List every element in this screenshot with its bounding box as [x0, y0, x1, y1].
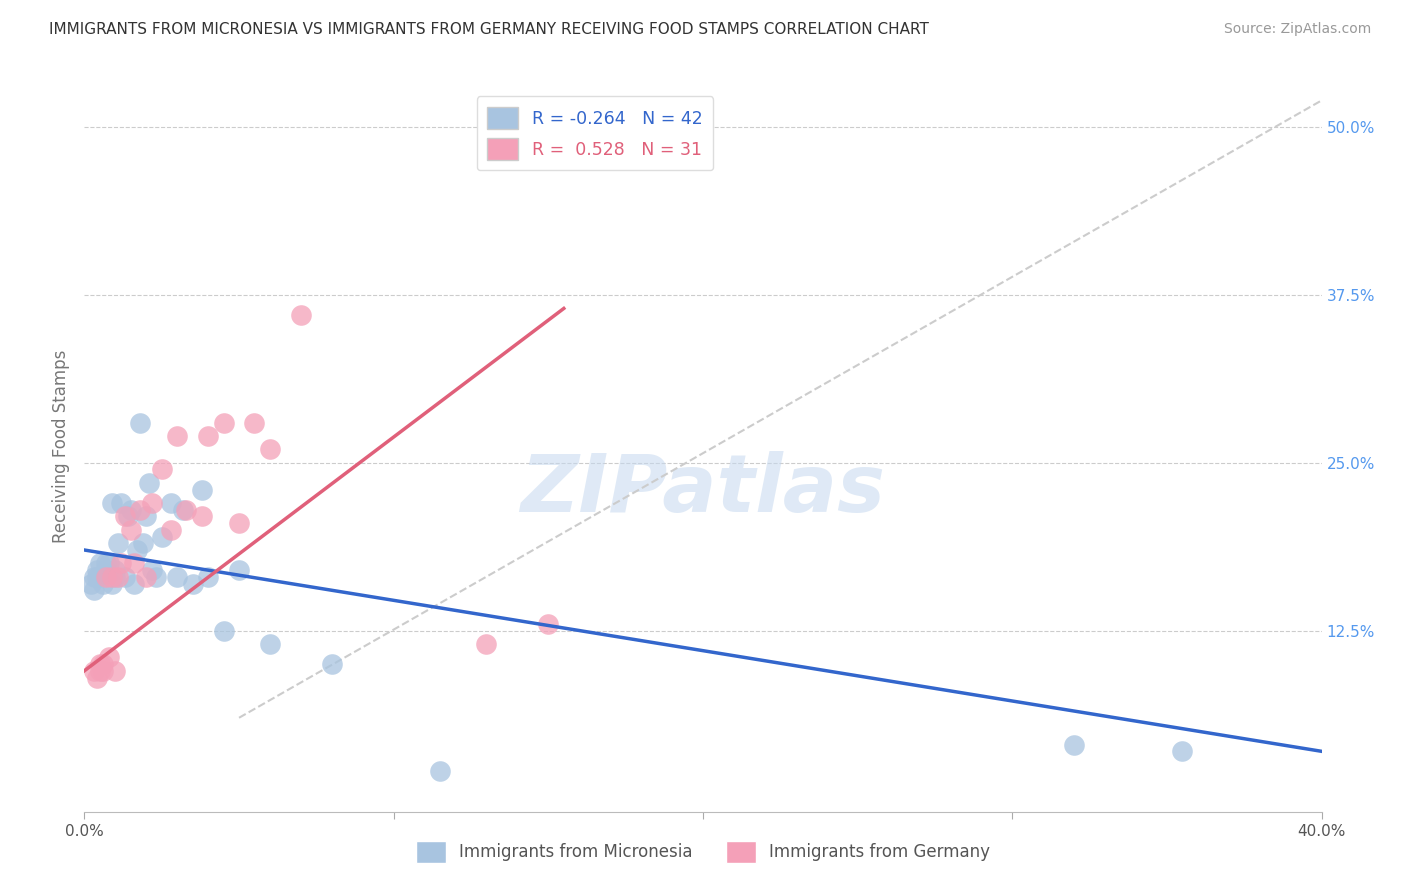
Point — [83, 664, 105, 678]
Point — [104, 664, 127, 678]
Point — [91, 657, 114, 671]
Point — [176, 502, 198, 516]
Point — [166, 570, 188, 584]
Y-axis label: Receiving Food Stamps: Receiving Food Stamps — [52, 350, 70, 542]
Point — [91, 576, 114, 591]
Point — [197, 429, 219, 443]
Point — [129, 502, 152, 516]
Point — [138, 475, 160, 490]
Point — [321, 657, 343, 671]
Point — [83, 570, 105, 584]
Point — [114, 509, 136, 524]
Point — [86, 563, 108, 577]
Point — [86, 570, 108, 584]
Point — [197, 570, 219, 584]
Point — [120, 502, 142, 516]
Point — [145, 570, 167, 584]
Point — [212, 624, 235, 638]
Point — [122, 557, 145, 571]
Point — [181, 576, 204, 591]
Point — [290, 308, 312, 322]
Point — [117, 509, 139, 524]
Point — [114, 570, 136, 584]
Point — [212, 416, 235, 430]
Point — [166, 429, 188, 443]
Point — [94, 570, 117, 584]
Point — [101, 570, 124, 584]
Point — [259, 442, 281, 457]
Point — [150, 530, 173, 544]
Point — [107, 536, 129, 550]
Point — [94, 563, 117, 577]
Point — [110, 557, 132, 571]
Point — [125, 543, 148, 558]
Point — [89, 557, 111, 571]
Point — [94, 557, 117, 571]
Point — [79, 576, 101, 591]
Point — [243, 416, 266, 430]
Point — [98, 557, 121, 571]
Point — [132, 536, 155, 550]
Point — [1063, 738, 1085, 752]
Point — [1171, 744, 1194, 758]
Text: IMMIGRANTS FROM MICRONESIA VS IMMIGRANTS FROM GERMANY RECEIVING FOOD STAMPS CORR: IMMIGRANTS FROM MICRONESIA VS IMMIGRANTS… — [49, 22, 929, 37]
Point — [172, 502, 194, 516]
Point — [537, 616, 560, 631]
Legend: Immigrants from Micronesia, Immigrants from Germany: Immigrants from Micronesia, Immigrants f… — [409, 835, 997, 869]
Point — [120, 523, 142, 537]
Point — [141, 496, 163, 510]
Point — [228, 563, 250, 577]
Point — [429, 764, 451, 779]
Point — [107, 570, 129, 584]
Point — [104, 570, 127, 584]
Point — [475, 637, 498, 651]
Point — [141, 563, 163, 577]
Text: ZIPatlas: ZIPatlas — [520, 450, 886, 529]
Point — [101, 576, 124, 591]
Point — [89, 657, 111, 671]
Point — [191, 483, 214, 497]
Point — [191, 509, 214, 524]
Point — [135, 509, 157, 524]
Point — [98, 650, 121, 665]
Point — [129, 416, 152, 430]
Point — [86, 671, 108, 685]
Point — [104, 563, 127, 577]
Point — [101, 496, 124, 510]
Point — [83, 583, 105, 598]
Point — [89, 570, 111, 584]
Text: Source: ZipAtlas.com: Source: ZipAtlas.com — [1223, 22, 1371, 37]
Point — [160, 523, 183, 537]
Point — [160, 496, 183, 510]
Point — [150, 462, 173, 476]
Point — [110, 496, 132, 510]
Point — [228, 516, 250, 531]
Point — [122, 576, 145, 591]
Point — [89, 664, 111, 678]
Point — [135, 570, 157, 584]
Point — [259, 637, 281, 651]
Point — [91, 664, 114, 678]
